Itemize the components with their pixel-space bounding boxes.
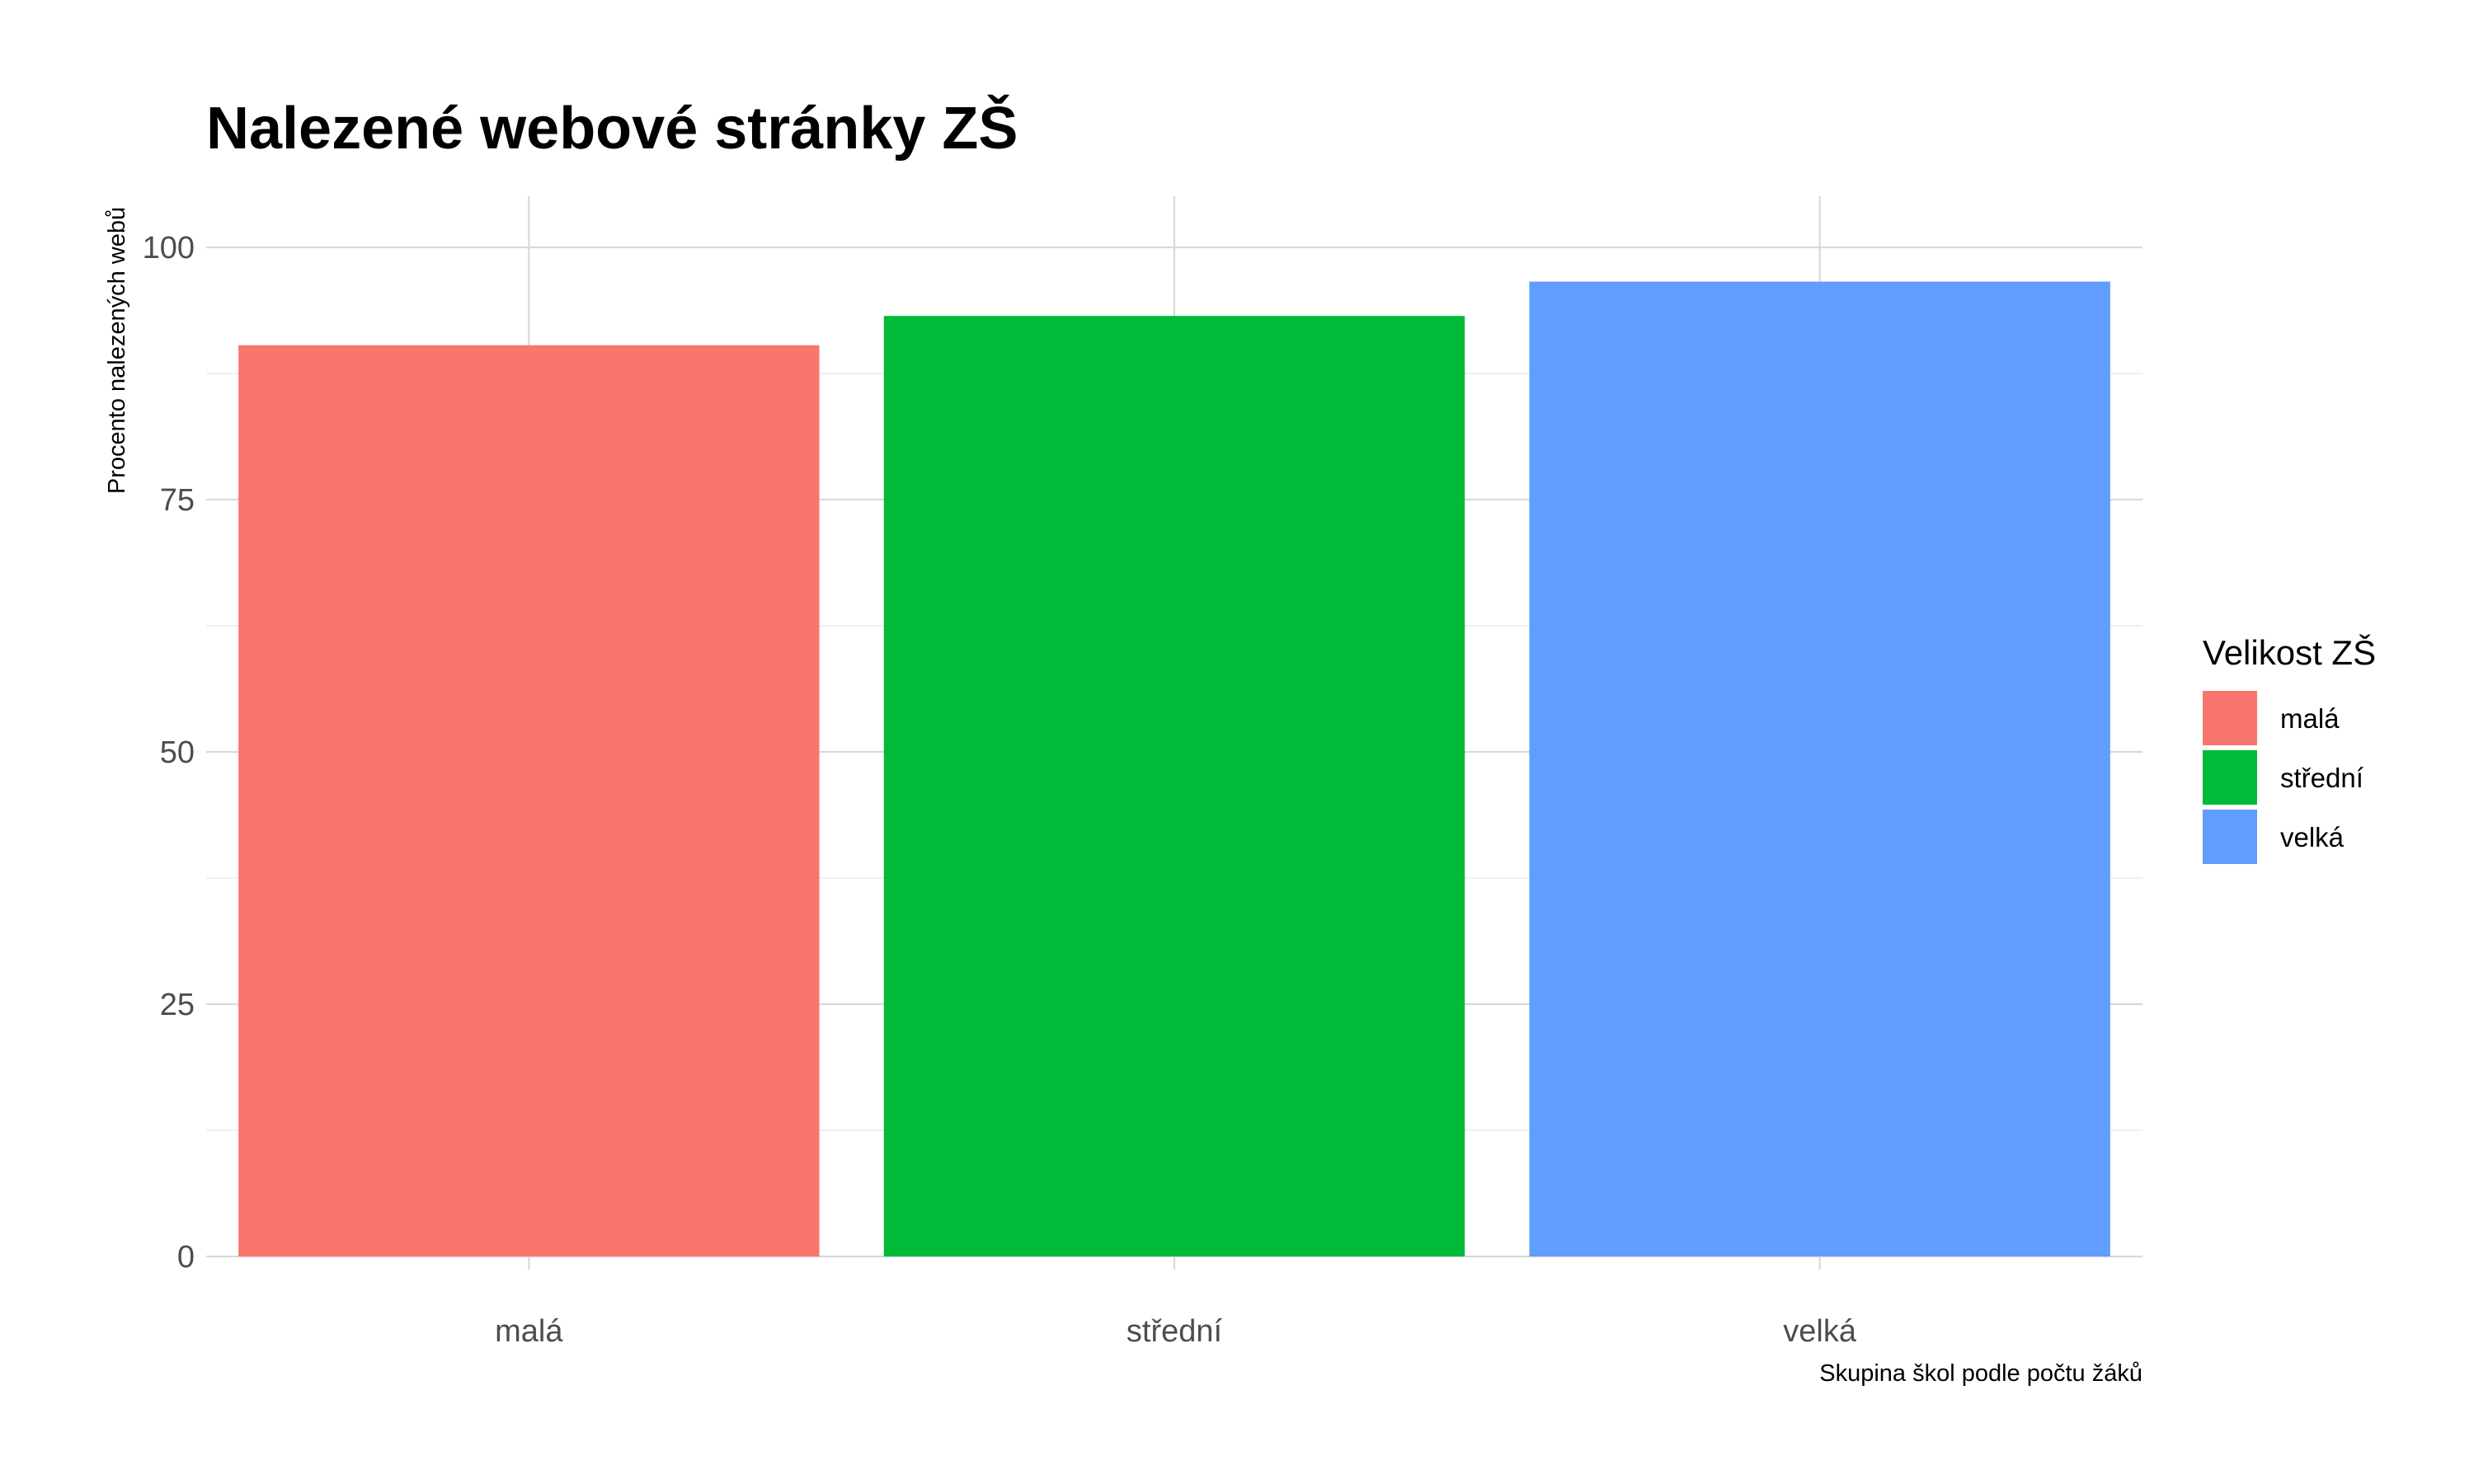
legend-label: střední <box>2280 763 2363 793</box>
y-tick-label: 50 <box>160 735 195 770</box>
legend-key <box>2203 750 2257 805</box>
legend-title: Velikost ZŠ <box>2203 633 2376 672</box>
x-tick-label: střední <box>1126 1314 1223 1349</box>
legend: Velikost ZŠ malá střední velká <box>2203 633 2376 864</box>
y-tick-label: 25 <box>160 988 195 1022</box>
y-tick-label: 75 <box>160 483 195 518</box>
bar <box>1529 281 2110 1257</box>
x-tick-label: velká <box>1783 1314 1857 1349</box>
y-tick-label: 100 <box>143 231 195 265</box>
x-axis-ticks: malá střední velká <box>495 1314 1857 1349</box>
bar <box>238 345 820 1256</box>
y-axis-ticks: 0 25 50 75 100 <box>143 231 195 1275</box>
bar <box>883 316 1465 1257</box>
legend-key <box>2203 810 2257 864</box>
legend-label: malá <box>2280 703 2340 734</box>
legend-label: velká <box>2280 822 2345 852</box>
chart-title: Nalezené webové stránky ZŠ <box>206 95 1018 162</box>
y-tick-label: 0 <box>177 1240 195 1275</box>
bars <box>238 281 2110 1257</box>
x-axis-title: Skupina škol podle počtu žáků <box>1819 1360 2142 1387</box>
x-tick-label: malá <box>495 1314 563 1349</box>
y-axis-title: Procento nalezených webů <box>104 207 130 494</box>
legend-key <box>2203 691 2257 745</box>
